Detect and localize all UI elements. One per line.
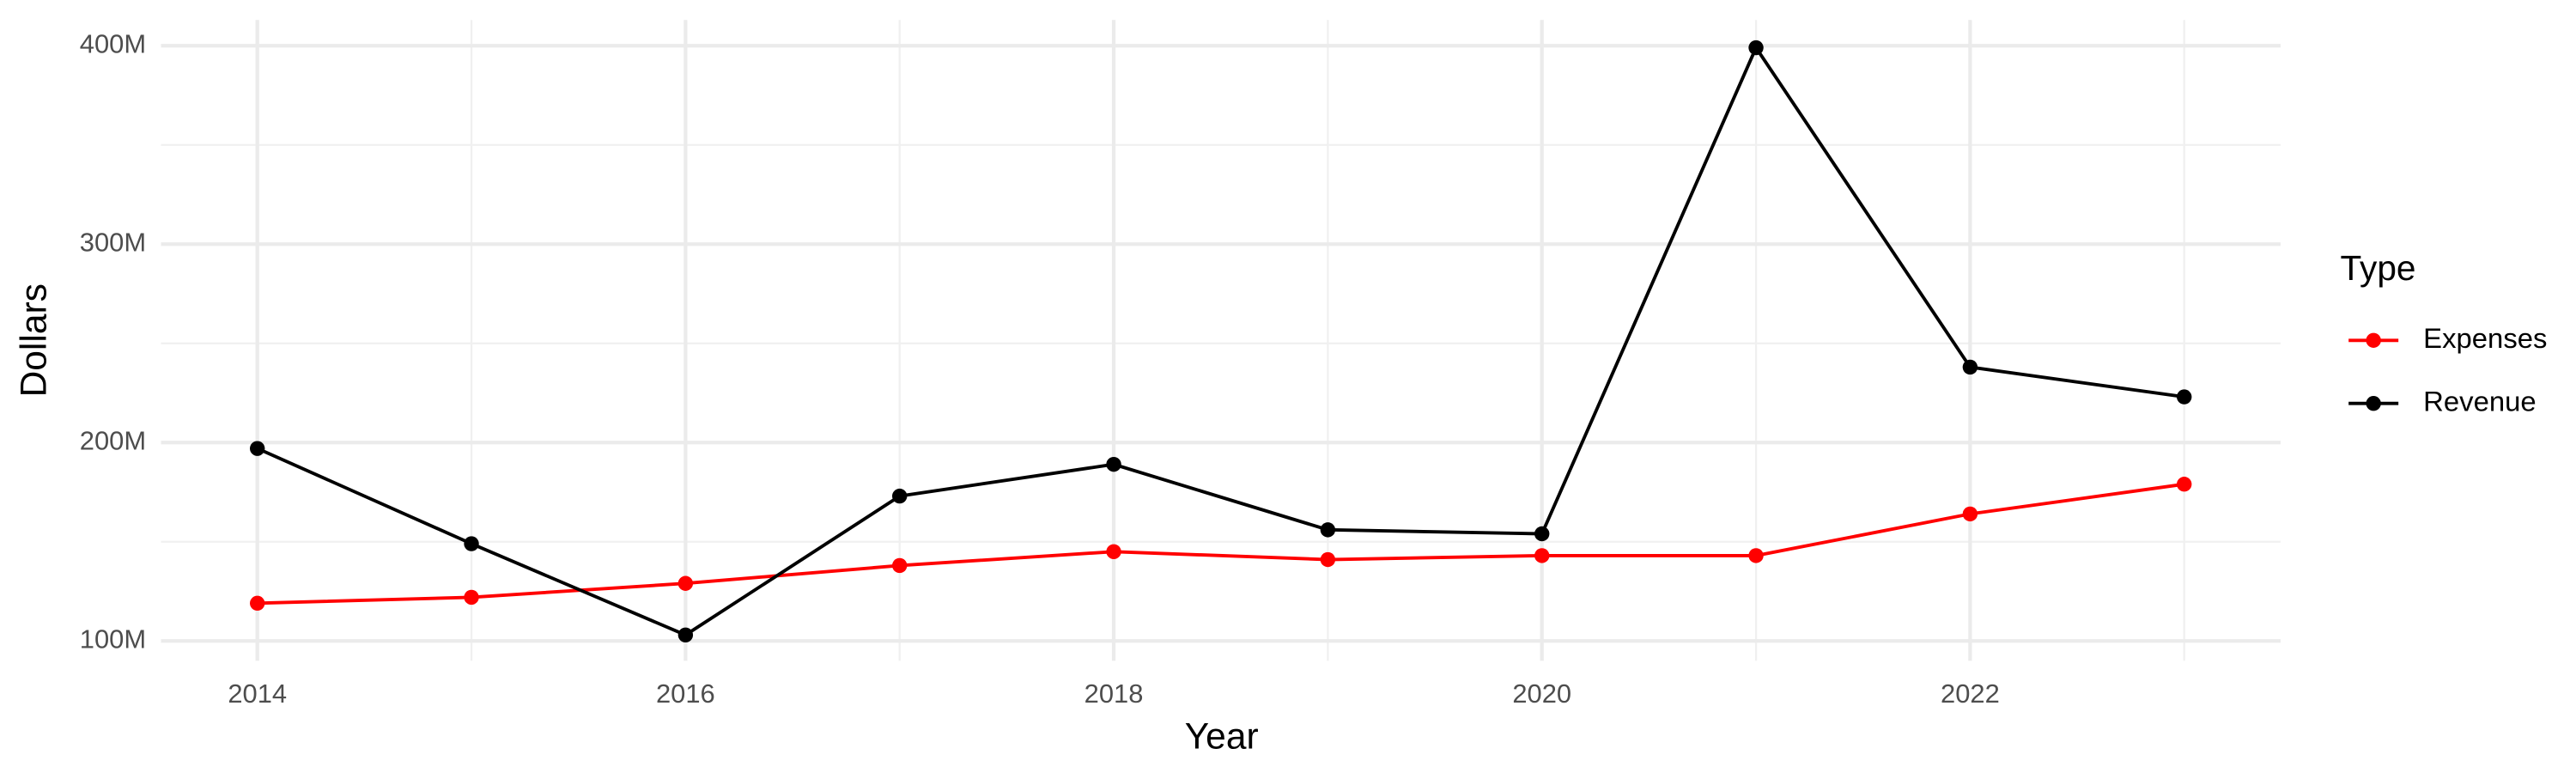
data-point: [1106, 544, 1121, 559]
grid: [161, 20, 2281, 661]
x-axis-label: Year: [1185, 716, 1259, 757]
data-point: [1962, 506, 1978, 522]
series-line: [257, 482, 2184, 606]
y-tick-label: 100M: [80, 624, 146, 654]
legend-label: Expenses: [2423, 322, 2547, 354]
y-tick-label: 200M: [80, 425, 146, 455]
data-point: [464, 589, 479, 606]
x-tick-label: 2016: [656, 679, 715, 709]
legend-dot: [2366, 332, 2381, 348]
data-point: [1320, 522, 1336, 538]
y-axis-label: Dollars: [15, 283, 55, 397]
data-point: [250, 595, 265, 612]
x-tick-label: 2020: [1512, 679, 1571, 709]
data-point: [1534, 548, 1550, 563]
data-point: [1106, 456, 1121, 472]
data-point: [1748, 548, 1764, 563]
y-tick-label: 300M: [80, 227, 146, 257]
data-point: [677, 627, 694, 642]
data-point: [2177, 477, 2192, 492]
data-point: [250, 441, 265, 456]
legend-title: Type: [2341, 248, 2416, 288]
series-line: [256, 44, 2184, 637]
data-point: [1534, 526, 1550, 542]
data-point: [1962, 359, 1978, 375]
data-point: [677, 575, 694, 591]
data-point: [464, 536, 479, 551]
data-point: [892, 557, 908, 574]
legend-dot: [2366, 396, 2381, 411]
marks: [250, 40, 2192, 642]
data-point: [892, 488, 908, 504]
x-tick-label: 2022: [1941, 679, 2000, 709]
y-tick-label: 400M: [80, 28, 146, 58]
data-point: [1320, 551, 1336, 568]
x-tick-label: 2014: [228, 679, 287, 709]
data-point: [1748, 40, 1764, 56]
x-tick-label: 2018: [1084, 679, 1144, 709]
legend-label: Revenue: [2423, 385, 2537, 417]
data-point: [2177, 389, 2192, 405]
